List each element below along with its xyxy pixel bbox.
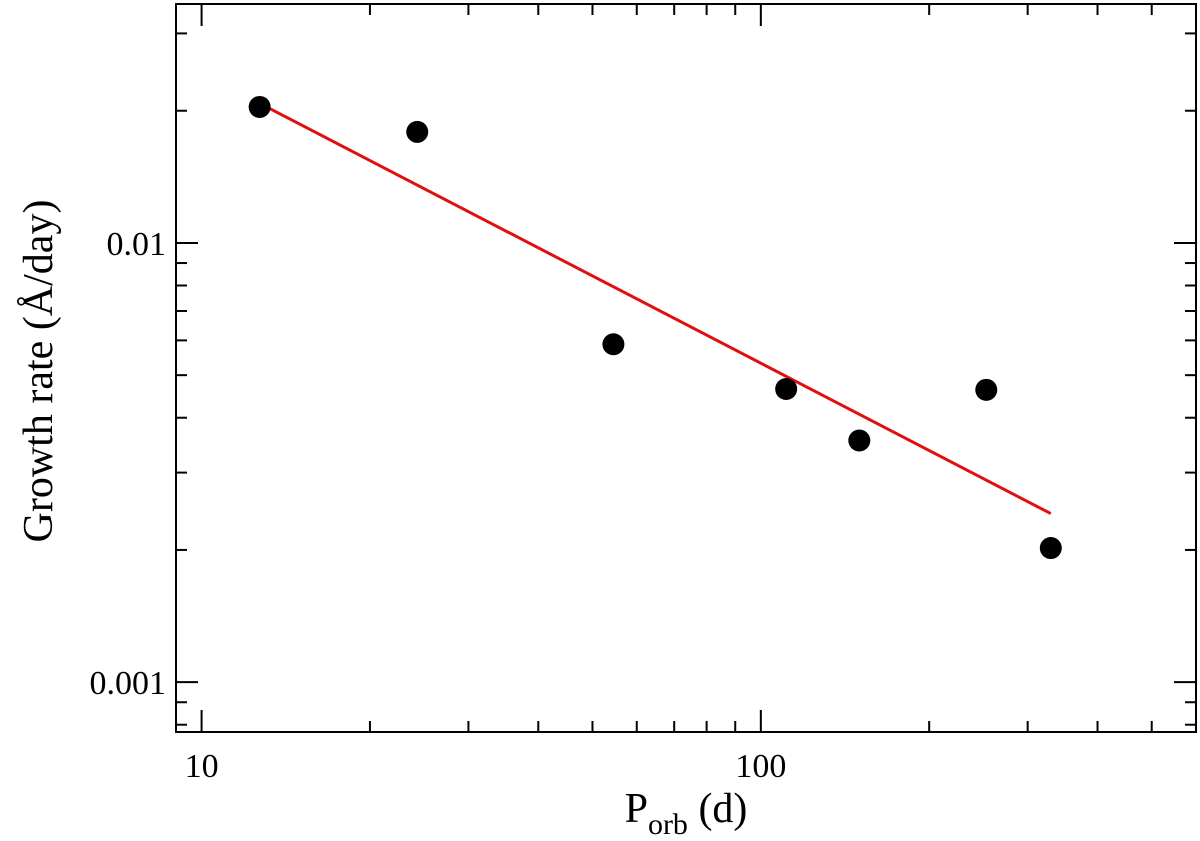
x-tick-label: 10 [185, 748, 219, 785]
x-axis-title: Porb (d) [625, 786, 748, 841]
data-point [848, 429, 871, 452]
fit-line-group [258, 101, 1052, 515]
data-point [248, 95, 271, 118]
data-point [975, 378, 998, 401]
plot-frame [175, 3, 1197, 733]
y-tick-labels: 0.001 0.01 [90, 226, 167, 702]
data-point [406, 120, 429, 143]
x-axis-ticks [200, 4, 1153, 732]
x-tick-labels: 10 100 [185, 748, 787, 785]
data-point [602, 333, 625, 356]
data-points [248, 95, 1062, 560]
fit-line [258, 101, 1052, 515]
y-tick-label: 0.001 [90, 665, 167, 702]
data-point [775, 378, 798, 401]
data-point [1039, 537, 1062, 560]
x-tick-label: 100 [735, 748, 786, 785]
y-axis-ticks [176, 32, 1196, 726]
y-tick-label: 0.01 [107, 226, 167, 263]
y-axis-title: Growth rate (Å/day) [16, 200, 62, 543]
